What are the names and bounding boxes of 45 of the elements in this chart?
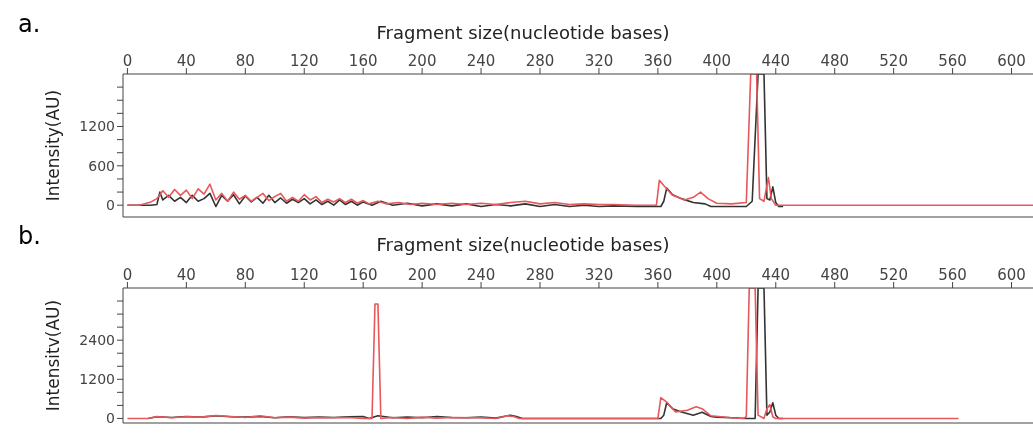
y-tick-label: 2400: [79, 332, 115, 349]
x-tick-label: 80: [235, 266, 255, 284]
x-tick-label: 320: [584, 52, 614, 70]
x-tick-label: 0: [122, 266, 133, 284]
x-tick-label: 0: [122, 52, 133, 70]
x-axis-title: Fragment size(nucleotide bases): [375, 22, 671, 43]
y-tick-label: 1200: [79, 371, 115, 388]
x-tick-label: 480: [820, 266, 850, 284]
y-tick-label: 0: [106, 410, 115, 427]
x-tick-label: 240: [466, 52, 496, 70]
line-series: [126, 288, 960, 420]
x-tick-label: 280: [525, 266, 555, 284]
x-tick-label: 160: [348, 266, 378, 284]
x-tick-label: 120: [289, 52, 319, 70]
chart-title: b.: [18, 222, 41, 250]
x-tick-label: 480: [820, 52, 850, 70]
y-tick-label: 1200: [79, 118, 115, 135]
x-tick-label: 560: [938, 52, 967, 70]
x-tick-label: 200: [407, 52, 437, 70]
x-tick-label: 80: [235, 52, 255, 70]
x-tick-label: 40: [176, 52, 196, 70]
x-tick-label: 600: [997, 266, 1026, 284]
x-tick-label: 400: [702, 52, 732, 70]
x-tick-label: 240: [466, 266, 496, 284]
x-tick-label: 440: [761, 52, 791, 70]
x-tick-label: 400: [702, 266, 732, 284]
x-tick-label: 40: [176, 266, 196, 284]
x-tick-label: 560: [938, 266, 967, 284]
x-tick-label: 120: [289, 266, 319, 284]
x-tick-label: 320: [584, 266, 614, 284]
x-axis-title: Fragment size(nucleotide bases): [375, 234, 671, 255]
x-tick-label: 200: [407, 266, 437, 284]
chart-title: a.: [18, 10, 41, 38]
x-tick-label: 440: [761, 266, 791, 284]
x-tick-label: 360: [643, 266, 673, 284]
y-tick-label: 600: [88, 157, 115, 174]
x-tick-label: 360: [643, 52, 673, 70]
y-axis-title: Intensitv(AU): [43, 299, 64, 412]
y-tick-label: 0: [106, 197, 115, 214]
x-tick-label: 520: [879, 266, 908, 284]
x-tick-label: 600: [997, 52, 1026, 70]
x-tick-label: 160: [348, 52, 378, 70]
x-tick-label: 520: [879, 52, 908, 70]
y-axis-title: Intensity(AU): [43, 89, 64, 202]
x-tick-label: 280: [525, 52, 555, 70]
